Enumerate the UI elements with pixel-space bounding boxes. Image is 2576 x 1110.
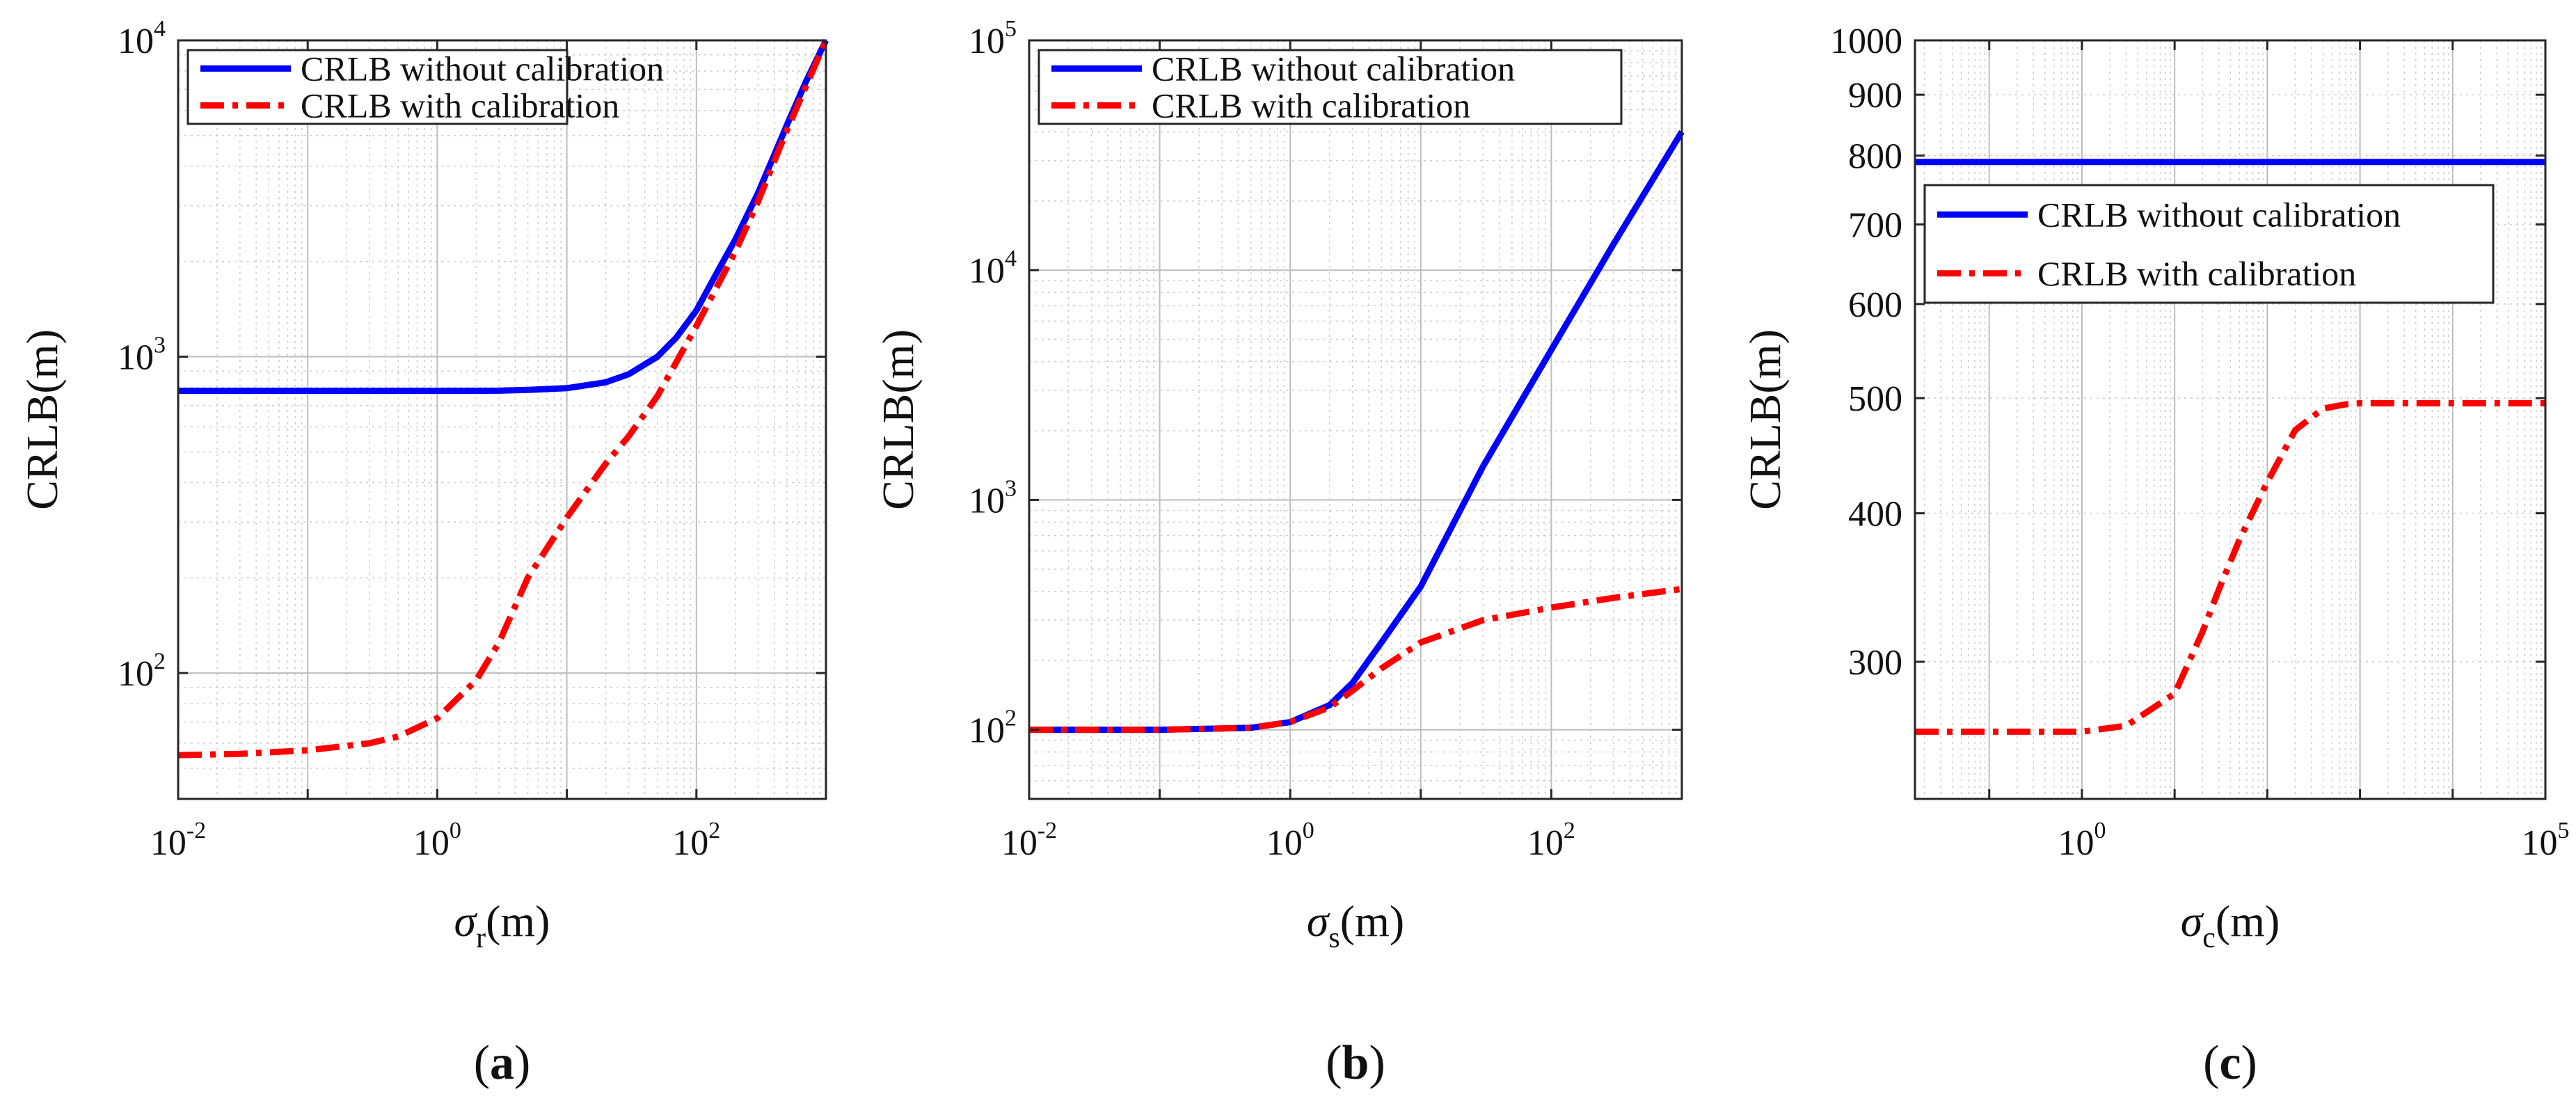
chart-panel-a: 10-2 100 102 102 103 104 CRLB without calibra… [17, 16, 829, 1090]
y-tick-label: 300 [1848, 643, 1902, 683]
y-axis-label: CRLB(m) [17, 329, 67, 510]
chart-panel-c: 100 105 300 400 500 600 700 800 900 1000 CRLB wit… [1740, 22, 2570, 1090]
x-tick-label: 100 [413, 818, 461, 863]
y-tick-label: 600 [1848, 285, 1902, 325]
x-axis-label: σs(m) [1307, 896, 1404, 954]
chart-panel-b: 10-2 100 102 102 103 104 105 CRLB without cali… [873, 16, 1685, 1090]
y-tick-label: 500 [1848, 379, 1902, 419]
x-tick-label: 105 [2522, 818, 2570, 863]
legend: CRLB without calibration CRLB with calib… [186, 49, 664, 125]
legend-label-with-calibration: CRLB with calibration [1152, 86, 1470, 125]
x-tick-label: 100 [2058, 818, 2106, 863]
legend: CRLB without calibration CRLB with calib… [1037, 49, 1623, 125]
x-tick-label: 102 [1527, 818, 1575, 863]
y-tick-label: 102 [969, 706, 1017, 751]
panel-caption-b: (b) [1326, 1036, 1385, 1090]
y-tick-label: 104 [118, 16, 166, 61]
y-tick-label: 103 [969, 475, 1017, 521]
legend-label-with-calibration: CRLB with calibration [2037, 254, 2356, 293]
series-line-with-calibration [1915, 400, 2545, 735]
legend-label-with-calibration: CRLB with calibration [301, 86, 619, 125]
y-tick-label: 1000 [1830, 22, 1902, 61]
y-axis-label: CRLB(m) [873, 329, 923, 510]
legend-box [1923, 184, 2495, 304]
y-axis-label: CRLB(m) [1740, 329, 1790, 510]
y-tick-label: 102 [118, 649, 166, 694]
plot-frame [1028, 39, 1683, 800]
x-tick-label: 102 [672, 818, 720, 863]
y-tick-label: 105 [969, 16, 1017, 61]
legend-label-without-calibration: CRLB without calibration [2037, 195, 2401, 234]
x-axis-label: σr(m) [454, 896, 550, 954]
x-tick-label: 100 [1266, 818, 1314, 863]
legend-label-without-calibration: CRLB without calibration [301, 49, 664, 88]
x-axis-label: σc(m) [2181, 896, 2280, 954]
legend-box [186, 49, 569, 125]
y-tick-label: 900 [1848, 76, 1902, 116]
x-tick-label: 10-2 [1001, 818, 1057, 863]
y-tick-label: 103 [118, 333, 166, 378]
legend-label-without-calibration: CRLB without calibration [1152, 49, 1515, 88]
legend: CRLB without calibration CRLB with calib… [1923, 184, 2495, 304]
y-tick-label: 700 [1848, 206, 1902, 246]
plot-frame [1914, 39, 2547, 800]
series-line-with-calibration [177, 39, 829, 759]
y-tick-label: 400 [1848, 495, 1902, 534]
panel-caption-a: (a) [474, 1036, 531, 1090]
y-tick-label: 800 [1848, 136, 1902, 176]
plot-frame [177, 39, 827, 800]
series-line-with-calibration [1029, 585, 1683, 734]
y-tick-label: 104 [969, 246, 1017, 291]
legend-box [1037, 49, 1623, 125]
x-tick-label: 10-2 [150, 818, 206, 863]
panel-caption-c: (c) [2203, 1036, 2257, 1090]
